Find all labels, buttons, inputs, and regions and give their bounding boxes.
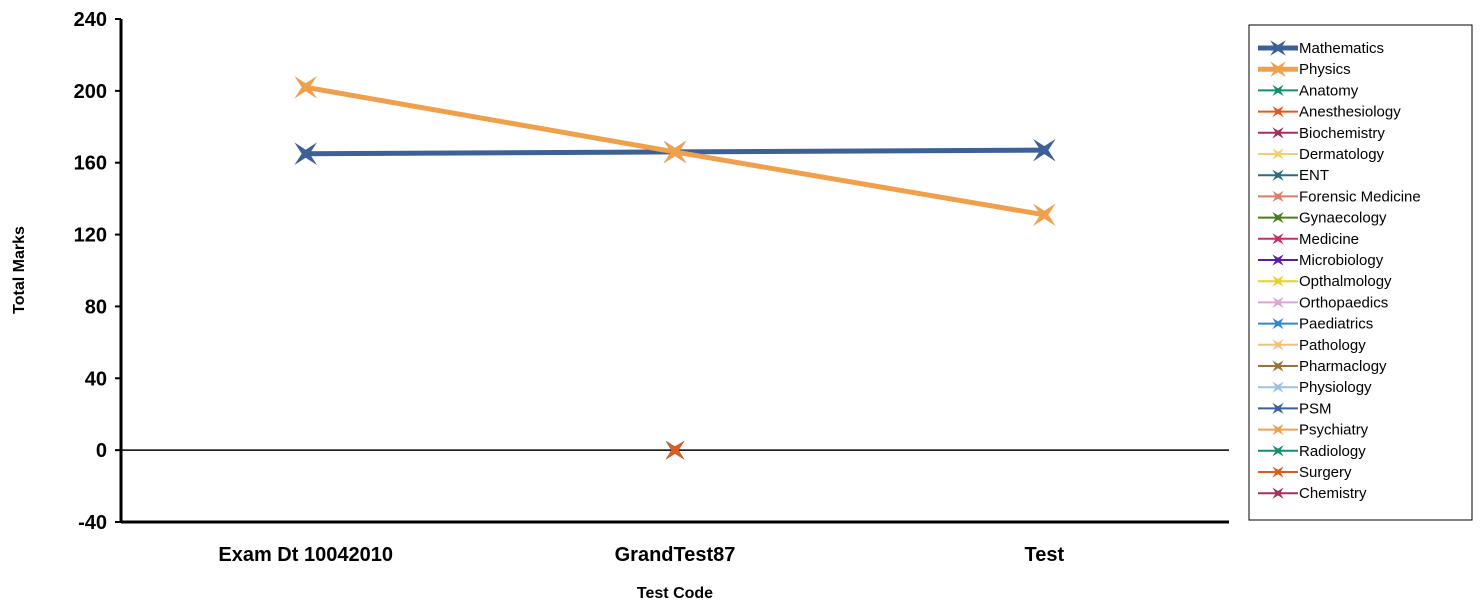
legend-item: Pharmaclogy: [1258, 358, 1387, 375]
legend-item: Anesthesiology: [1258, 104, 1401, 121]
legend-marker: [1272, 211, 1284, 224]
legend-marker: [1272, 105, 1284, 118]
series-physics: [294, 75, 1056, 227]
x-axis-title: Test Code: [637, 585, 713, 602]
y-tick-label: -40: [78, 512, 107, 534]
x-tick-label: GrandTest87: [615, 544, 736, 566]
y-tick-label: 40: [85, 368, 107, 390]
legend-item: Physics: [1258, 61, 1351, 78]
y-axis-ticks: -40 0 40 80 120 160 200 240: [74, 9, 121, 534]
legend-label: Psychiatry: [1299, 422, 1369, 439]
legend-label: Biochemistry: [1299, 125, 1385, 142]
legend-box: [1248, 24, 1473, 521]
legend-label: Opthalmology: [1299, 273, 1392, 290]
legend-item: Biochemistry: [1258, 125, 1385, 142]
legend-marker: [1272, 84, 1284, 97]
legend-label: Surgery: [1299, 464, 1352, 481]
legend-marker: [1272, 381, 1284, 393]
legend-label: Pharmaclogy: [1299, 358, 1387, 375]
legend-marker: [1272, 254, 1284, 266]
legend-marker: [1272, 233, 1284, 245]
series-layer: [294, 75, 1056, 460]
series-surgery: [665, 440, 685, 460]
legend-marker: [1272, 487, 1284, 499]
legend-item: Gynaecology: [1258, 210, 1387, 227]
legend-label: Radiology: [1299, 443, 1366, 460]
legend-item: Mathematics: [1258, 40, 1384, 57]
legend-label: ENT: [1299, 167, 1329, 184]
legend-label: Physics: [1299, 61, 1351, 78]
legend-item: ENT: [1258, 167, 1329, 184]
legend-marker: [1270, 40, 1286, 56]
legend-marker: [1272, 127, 1284, 139]
y-tick-label: 120: [74, 225, 107, 247]
legend-label: Paediatrics: [1299, 316, 1373, 333]
legend-item: Anatomy: [1258, 82, 1359, 99]
legend-label: Chemistry: [1299, 485, 1367, 502]
x-tick-label: Test: [1025, 544, 1065, 566]
legend-marker: [1272, 275, 1284, 287]
data-point: [665, 440, 685, 460]
legend-label: Medicine: [1299, 231, 1359, 248]
legend-item: Orthopaedics: [1258, 294, 1388, 311]
y-axis-title: Total Marks: [11, 226, 28, 314]
legend-label: Orthopaedics: [1299, 294, 1388, 311]
y-tick-label: 200: [74, 81, 107, 103]
legend-marker: [1272, 190, 1284, 203]
legend-label: Physiology: [1299, 379, 1372, 396]
legend-item: PSM: [1258, 400, 1332, 417]
legend-label: Anesthesiology: [1299, 104, 1401, 121]
legend-marker: [1272, 402, 1284, 415]
legend-label: Dermatology: [1299, 146, 1385, 163]
legend: Mathematics Physics Anatomy Anesthesiology B…: [1248, 24, 1473, 521]
legend-item: Paediatrics: [1258, 316, 1373, 333]
legend-label: Gynaecology: [1299, 210, 1387, 227]
x-tick-label: Exam Dt 10042010: [218, 544, 393, 566]
y-tick-label: 240: [74, 9, 107, 31]
y-tick-label: 80: [85, 296, 107, 318]
legend-marker: [1272, 296, 1284, 309]
legend-item: Forensic Medicine: [1258, 188, 1421, 205]
legend-item: Chemistry: [1258, 485, 1367, 502]
legend-item: Dermatology: [1258, 146, 1385, 163]
legend-item: Surgery: [1258, 464, 1352, 481]
legend-item: Physiology: [1258, 379, 1372, 396]
legend-marker: [1272, 148, 1284, 160]
legend-label: Anatomy: [1299, 82, 1359, 99]
legend-item: Pathology: [1258, 337, 1366, 354]
axes: [119, 19, 1229, 524]
data-point: [1033, 203, 1056, 227]
legend-marker: [1272, 466, 1284, 478]
legend-marker: [1272, 169, 1284, 181]
legend-item: Psychiatry: [1258, 422, 1369, 439]
legend-item: Opthalmology: [1258, 273, 1392, 290]
data-point: [294, 142, 317, 166]
legend-marker: [1272, 360, 1284, 372]
legend-label: Pathology: [1299, 337, 1366, 354]
legend-label: Mathematics: [1299, 40, 1384, 57]
data-point: [663, 140, 687, 164]
legend-marker: [1272, 339, 1284, 351]
legend-items: Mathematics Physics Anatomy Anesthesiology B…: [1258, 40, 1421, 502]
legend-label: PSM: [1299, 400, 1332, 417]
y-tick-label: 160: [74, 153, 107, 175]
x-axis-ticks: Exam Dt 10042010 GrandTest87 Test: [218, 544, 1064, 566]
legend-marker: [1272, 445, 1284, 457]
legend-marker: [1272, 423, 1284, 436]
legend-marker: [1272, 317, 1284, 330]
legend-marker: [1270, 61, 1286, 77]
legend-label: Forensic Medicine: [1299, 188, 1421, 205]
legend-label: Microbiology: [1299, 252, 1384, 269]
data-point: [1033, 138, 1056, 162]
y-tick-label: 0: [96, 440, 107, 462]
data-point: [294, 75, 317, 99]
legend-item: Microbiology: [1258, 252, 1384, 269]
legend-item: Medicine: [1258, 231, 1359, 248]
legend-item: Radiology: [1258, 443, 1366, 460]
